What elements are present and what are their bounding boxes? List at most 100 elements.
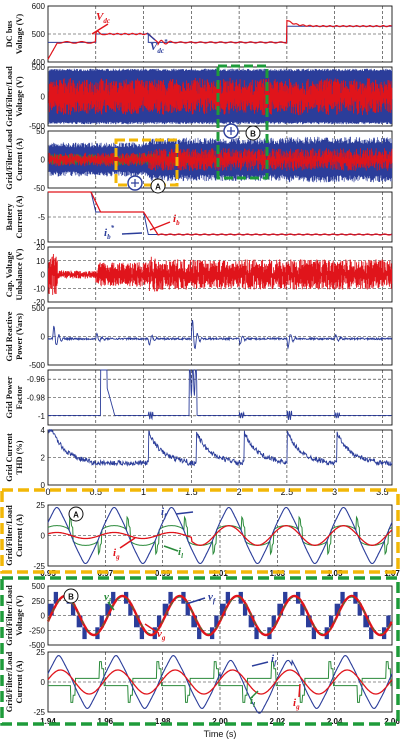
x-tick-label: 0.95 bbox=[40, 569, 56, 578]
x-axis-label: Time (s) bbox=[204, 729, 237, 739]
y-tick-label: 0 bbox=[41, 333, 46, 342]
arrow-zB2-if bbox=[251, 661, 269, 667]
vf-step-neg bbox=[386, 615, 391, 628]
y-axis-label: Power (Vars) bbox=[15, 313, 24, 360]
series-zA-ig bbox=[47, 525, 393, 546]
panel-p5: 20 10 0 -10 -20 Cap. Voltage Unbalance (V) bbox=[5, 243, 393, 307]
vf-step-neg bbox=[363, 615, 370, 628]
x-tick-label: 0.5 bbox=[90, 487, 103, 497]
y-tick-label: 2 bbox=[41, 454, 46, 463]
panel-p8: 0 2 4 Grid Current THD (%) 0 0.5 1 1.5 2 2.5 3 3.5 bbox=[5, 426, 393, 497]
vf-step-neg bbox=[197, 627, 202, 640]
vf-step-pos bbox=[128, 603, 133, 616]
x-tick-label: 3 bbox=[332, 487, 337, 497]
annotation-zB2-if: if bbox=[271, 653, 277, 667]
y-axis-label: Current (A) bbox=[15, 660, 24, 703]
vf-step-neg bbox=[248, 615, 255, 628]
vf-step-neg bbox=[311, 627, 317, 640]
y-tick-label: 50 bbox=[36, 127, 45, 136]
y-axis-label: Grid Power bbox=[5, 376, 14, 418]
panel-p7: -0.96 -0.98 -1 Grid Power Factor bbox=[5, 369, 393, 426]
series-zB2-if bbox=[47, 655, 393, 714]
vf-step-neg bbox=[76, 615, 83, 628]
y-axis-label: DC bus bbox=[5, 20, 14, 48]
x-tick-label: 1.98 bbox=[155, 717, 171, 726]
y-tick-label: 400 bbox=[32, 58, 46, 67]
arrow-zB2-il bbox=[249, 690, 259, 700]
y-tick-label: -250 bbox=[29, 626, 46, 635]
y-tick-label: -50 bbox=[33, 184, 45, 193]
vf-step-pos bbox=[220, 603, 226, 616]
zoom-panel-b-frame bbox=[0, 576, 400, 726]
annotation-zB-vl: vl bbox=[104, 591, 111, 605]
vf-step-pos bbox=[277, 603, 284, 616]
y-axis-label: Voltage (V) bbox=[15, 14, 24, 55]
y-tick-label: 10 bbox=[36, 257, 45, 266]
x-tick-label: 1.96 bbox=[98, 717, 114, 726]
y-tick-label: 4 bbox=[41, 426, 46, 435]
vf-step-neg bbox=[214, 615, 219, 628]
y-tick-label: 500 bbox=[32, 304, 46, 313]
marker-a-circle bbox=[150, 178, 166, 194]
y-tick-label: -5 bbox=[38, 213, 46, 222]
y-axis-label: Cap. Voltage bbox=[5, 251, 14, 297]
y-tick-label: -500 bbox=[29, 361, 46, 370]
vf-step-pos bbox=[168, 591, 173, 604]
y-tick-label: -10 bbox=[33, 284, 45, 293]
series-unbalance bbox=[48, 254, 393, 295]
arrow-zA-if bbox=[175, 511, 194, 515]
y-tick-label: 20 bbox=[36, 243, 45, 252]
vf-step-neg bbox=[139, 627, 145, 640]
y-tick-label: 0 bbox=[41, 612, 46, 621]
y-axis-label: Grid Current bbox=[5, 433, 14, 482]
y-tick-label: 500 bbox=[32, 30, 46, 39]
panel-p6: 500 0 -500 Grid Reactive Power (Vars) bbox=[5, 304, 393, 370]
y-tick-label: 25 bbox=[36, 648, 45, 657]
vf-step-pos bbox=[48, 603, 54, 616]
series-q bbox=[47, 319, 393, 350]
vf-step-pos bbox=[162, 603, 169, 616]
x-tick-label: 2.04 bbox=[327, 717, 343, 726]
y-axis-label: Current (A) bbox=[15, 138, 24, 181]
annotation-ib-ref: ib* bbox=[104, 224, 115, 241]
arrow-zB-vl bbox=[107, 601, 115, 611]
y-tick-label: -500 bbox=[29, 641, 46, 650]
y-tick-label: -500 bbox=[29, 122, 46, 131]
arrow-vdc-ref bbox=[146, 32, 156, 41]
series-vg bbox=[48, 77, 393, 116]
vf-step-neg bbox=[271, 615, 276, 628]
x-tick-label: 1.5 bbox=[185, 487, 198, 497]
x-tick-label: 1 bbox=[141, 487, 146, 497]
vf-step-neg bbox=[328, 615, 334, 628]
zoom-panel-a-frame bbox=[0, 488, 400, 574]
label-a-circle bbox=[68, 506, 84, 522]
y-tick-label: 0 bbox=[41, 481, 46, 490]
y-tick-label: 0 bbox=[41, 678, 46, 687]
series-pf bbox=[48, 369, 392, 421]
marker-b: B bbox=[250, 130, 256, 139]
vf-step-neg bbox=[82, 627, 87, 640]
vf-step-pos bbox=[334, 603, 341, 616]
arrow-zA-il bbox=[163, 545, 179, 552]
y-axis-label: Grid/Filter/Load bbox=[5, 129, 14, 190]
series-zA-il bbox=[47, 515, 393, 556]
annotation-zB2-ig: ig bbox=[293, 697, 300, 711]
marker-a: A bbox=[155, 183, 161, 192]
vf-step-neg bbox=[254, 627, 259, 640]
vf-step-pos bbox=[300, 603, 305, 616]
label-a: A bbox=[73, 511, 79, 520]
y-tick-label: 250 bbox=[32, 597, 46, 606]
zoom-box-a bbox=[114, 138, 179, 187]
y-axis-label: Current (A) bbox=[15, 514, 24, 557]
series-zB-vl bbox=[47, 596, 393, 635]
y-tick-label: 0 bbox=[41, 93, 46, 102]
y-tick-label: 25 bbox=[36, 501, 45, 510]
x-tick-label: 2.00 bbox=[212, 717, 228, 726]
panel-zB1: 500 250 0 -250 -500 Grid/Filter/Load Voltage (… bbox=[5, 582, 393, 650]
y-tick-label: 0 bbox=[41, 271, 46, 280]
vf-step-pos bbox=[185, 603, 190, 616]
y-tick-label: -25 bbox=[33, 708, 45, 717]
vf-step-pos bbox=[225, 591, 231, 604]
x-tick-label: 1.01 bbox=[212, 569, 228, 578]
